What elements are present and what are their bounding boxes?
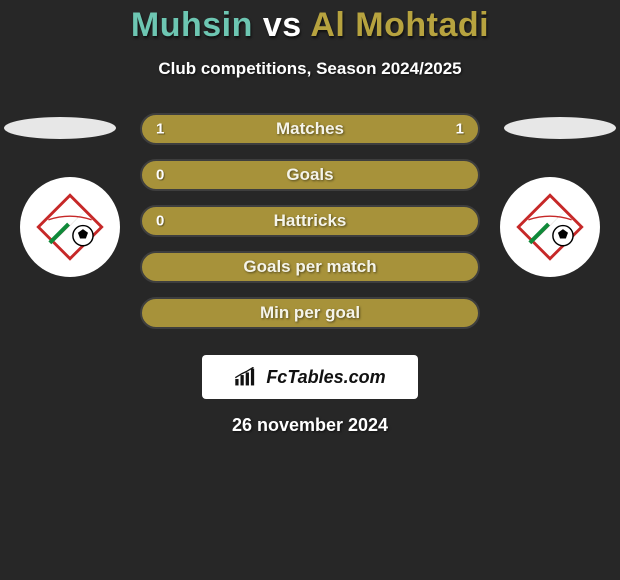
stat-bar-goals-per-match: Goals per match (140, 251, 480, 283)
stat-bar-hattricks: 0 Hattricks (140, 205, 480, 237)
stat-bar-goals: 0 Goals (140, 159, 480, 191)
stat-value-left: 0 (156, 213, 164, 230)
stat-value-left: 1 (156, 121, 164, 138)
player1-oval (4, 117, 116, 139)
stat-label: Hattricks (274, 211, 347, 231)
club-crest-icon (34, 191, 106, 263)
player1-club-badge (20, 177, 120, 277)
stat-label: Matches (276, 119, 344, 139)
title-player1: Muhsin (131, 6, 253, 44)
title-vs: vs (263, 6, 302, 44)
stat-label: Goals (286, 165, 333, 185)
stat-bars: 1 Matches 1 0 Goals 0 Hattricks Goals pe… (140, 113, 480, 329)
brand-badge: FcTables.com (202, 355, 418, 399)
page-title: Muhsin vs Al Mohtadi (0, 0, 620, 45)
date-label: 26 november 2024 (0, 415, 620, 436)
bar-chart-icon (234, 367, 260, 387)
stat-label: Min per goal (260, 303, 360, 323)
brand-text: FcTables.com (266, 367, 385, 388)
stat-bar-min-per-goal: Min per goal (140, 297, 480, 329)
subtitle: Club competitions, Season 2024/2025 (0, 59, 620, 79)
comparison-panel: 1 Matches 1 0 Goals 0 Hattricks Goals pe… (0, 117, 620, 337)
club-crest-icon (514, 191, 586, 263)
stat-bar-matches: 1 Matches 1 (140, 113, 480, 145)
player2-oval (504, 117, 616, 139)
stat-value-left: 0 (156, 167, 164, 184)
stat-label: Goals per match (243, 257, 376, 277)
title-player2: Al Mohtadi (310, 6, 489, 44)
stat-value-right: 1 (456, 121, 464, 138)
player2-club-badge (500, 177, 600, 277)
